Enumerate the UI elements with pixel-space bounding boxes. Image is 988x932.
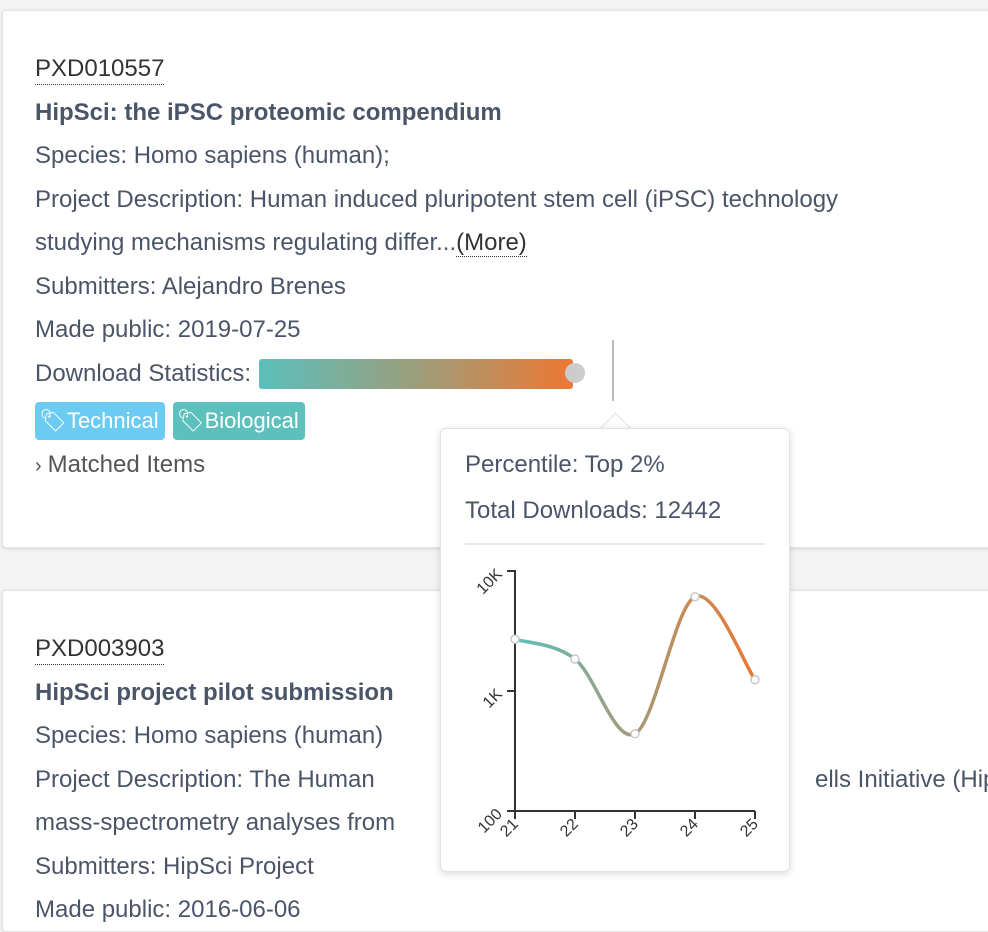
project-title[interactable]: HipSci: the iPSC proteomic compendium (35, 98, 502, 126)
x-tick-label: 24 (677, 816, 702, 841)
submitters: Submitters: Alejandro Brenes (35, 272, 346, 300)
download-label: Download Statistics: (35, 359, 252, 387)
series-line (514, 594, 757, 737)
description-cont: mass-spectrometry analyses from (35, 809, 396, 836)
species: Species: Homo sapiens (human) (35, 722, 384, 749)
tag-technical[interactable]: 🏷Technical (35, 402, 165, 440)
y-tick-label: 10K (474, 566, 506, 598)
axes (507, 570, 755, 812)
tag-label: Technical (66, 408, 159, 433)
y-tick-label: 1K (480, 686, 506, 712)
data-point (570, 654, 580, 664)
tag-icon: 🏷 (176, 408, 205, 433)
species: Species: Homo sapiens (human); (35, 142, 390, 169)
data-point (690, 592, 700, 602)
percentile-text: Percentile: Top 2% (465, 451, 665, 478)
download-bar[interactable] (259, 359, 586, 390)
data-point (510, 634, 520, 644)
more-link[interactable]: (More) (456, 229, 527, 257)
made-public: Made public: 2019-07-25 (35, 316, 301, 343)
x-tick-label: 22 (557, 816, 582, 841)
tag-icon: 🏷 (39, 408, 67, 433)
description: Project Description: The Human (35, 765, 375, 793)
data-point (750, 675, 760, 685)
x-tick-label: 25 (737, 816, 762, 841)
description-cont: studying mechanisms regulating differ... (35, 229, 457, 256)
description-tail: ells Initiative (Hip (815, 765, 988, 793)
matched-label: Matched Items (47, 451, 206, 478)
chevron-right-icon: › (35, 455, 42, 477)
submitters: Submitters: HipSci Project (35, 852, 314, 880)
project-title[interactable]: HipSci project pilot submission (35, 678, 394, 706)
accession-link[interactable]: PXD003903 (35, 634, 165, 665)
x-tick-label: 23 (617, 816, 642, 841)
data-point (630, 729, 640, 739)
download-tooltip: Percentile: Top 2% Total Downloads: 1244… (440, 428, 790, 872)
description: Project Description: Human induced pluri… (35, 185, 839, 213)
divider (465, 543, 765, 545)
accession-link[interactable]: PXD010557 (35, 54, 165, 85)
tag-biological[interactable]: 🏷Biological (172, 402, 305, 440)
tag-label: Biological (204, 408, 299, 433)
marker-line (612, 340, 614, 401)
download-knob[interactable] (565, 363, 586, 384)
total-downloads: Total Downloads: 12442 (465, 497, 722, 524)
matched-items-toggle[interactable]: › Matched Items (35, 443, 838, 489)
